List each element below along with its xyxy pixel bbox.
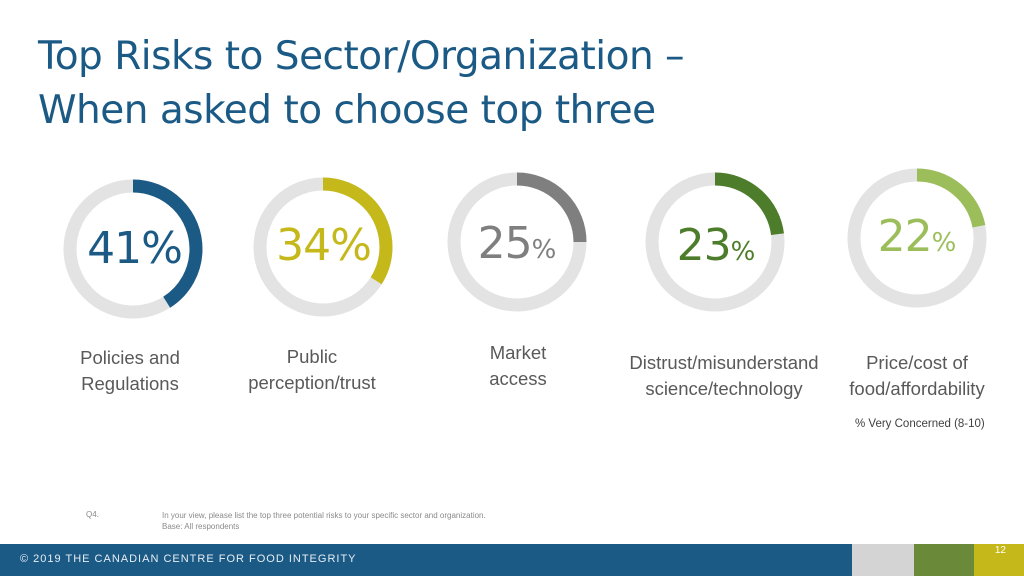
label-market-access-line2: access	[489, 368, 547, 389]
page-title: Top Risks to Sector/Organization – When …	[38, 30, 685, 138]
page-number: 12	[994, 545, 1006, 556]
pct-public-perception-symbol: %	[330, 220, 372, 271]
pct-distrust-science: 23%	[641, 224, 791, 268]
footer-accent-green	[914, 544, 974, 576]
footnote-text: In your view, please list the top three …	[162, 510, 486, 532]
pct-policies: 41%	[60, 227, 210, 271]
footnote-question-text: In your view, please list the top three …	[162, 511, 486, 520]
ring-value-market-access	[447, 172, 587, 312]
label-public-perception-line1: Public	[286, 346, 338, 367]
chart-note: % Very Concerned (8-10)	[855, 418, 985, 430]
pct-price-cost: 22%	[842, 215, 992, 259]
ring-value-distrust-science	[645, 172, 785, 312]
label-price-cost: Price/cost of food/affordability	[807, 350, 1024, 402]
title-line-2: When asked to choose top three	[38, 88, 656, 133]
ring-value-policies	[63, 179, 203, 319]
pct-policies-symbol: %	[141, 223, 183, 274]
pct-price-cost-symbol: %	[931, 228, 957, 258]
footnote-question-id: Q4.	[86, 510, 99, 519]
label-distrust-science-line1: Distrust/misunderstand	[629, 352, 819, 373]
label-policies-line2: Regulations	[81, 373, 179, 394]
footer-accent-yellow	[974, 544, 1024, 576]
label-public-perception: Public perception/trust	[202, 344, 422, 396]
pct-public-perception-value: 34	[276, 220, 331, 271]
pct-price-cost-value: 22	[877, 211, 933, 262]
footer-bar	[0, 544, 852, 576]
label-policies: Policies and Regulations	[20, 345, 240, 397]
label-price-cost-line1: Price/cost of	[866, 352, 968, 373]
label-distrust-science-line2: science/technology	[645, 378, 803, 399]
pct-market-access: 25%	[442, 222, 592, 266]
pct-distrust-science-value: 23	[676, 220, 732, 271]
footer-accent-grey	[852, 544, 914, 576]
pct-distrust-science-symbol: %	[730, 237, 756, 267]
label-policies-line1: Policies and	[80, 347, 180, 368]
pct-policies-value: 41	[87, 223, 142, 274]
footnote-base: Base: All respondents	[162, 522, 240, 531]
ring-value-public-perception	[253, 177, 393, 317]
label-public-perception-line2: perception/trust	[248, 372, 376, 393]
label-market-access: Market access	[408, 340, 628, 392]
footer-copyright: © 2019 THE CANADIAN CENTRE FOR FOOD INTE…	[20, 553, 357, 565]
label-market-access-line1: Market	[489, 342, 547, 363]
title-line-1: Top Risks to Sector/Organization –	[38, 34, 685, 79]
pct-market-access-value: 25	[477, 218, 533, 269]
ring-value-price-cost	[847, 168, 987, 308]
pct-public-perception: 34%	[249, 224, 399, 268]
label-price-cost-line2: food/affordability	[849, 378, 985, 399]
label-distrust-science: Distrust/misunderstand science/technolog…	[614, 350, 834, 402]
pct-market-access-symbol: %	[531, 235, 557, 265]
